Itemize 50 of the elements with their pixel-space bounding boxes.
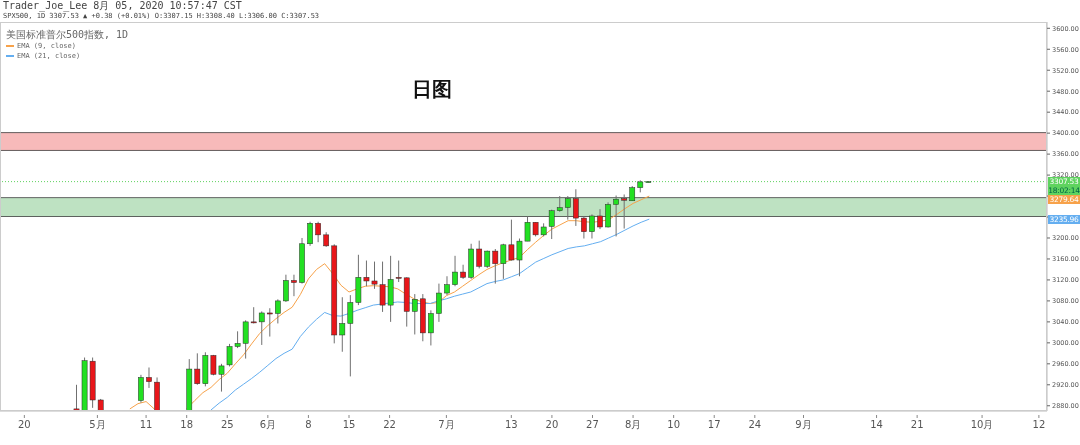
candlestick <box>573 188 579 227</box>
x-tick-label: 14 <box>870 419 883 430</box>
candlestick <box>564 195 571 221</box>
candlestick <box>605 201 611 229</box>
candlestick <box>307 221 313 247</box>
candlestick <box>452 255 458 287</box>
candlestick <box>613 195 619 237</box>
candlestick <box>436 283 442 323</box>
x-tick-label: 22 <box>383 419 396 430</box>
x-tick-label: 24 <box>748 419 762 430</box>
candlestick <box>444 275 450 296</box>
x-tick-label: 20 <box>17 419 31 430</box>
x-tick-label: 6月 <box>259 419 277 430</box>
candlestick <box>146 366 152 389</box>
x-tick-label: 25 <box>220 419 234 430</box>
x-tick-label: 8 <box>305 419 312 430</box>
x-tick-label: 13 <box>504 419 518 430</box>
x-tick-label: 11 <box>139 419 153 430</box>
candlestick <box>291 274 297 297</box>
x-tick-label: 27 <box>586 419 599 430</box>
x-tick-label: 20 <box>545 419 559 430</box>
text: 日图 <box>412 76 452 103</box>
candlestick <box>589 213 595 240</box>
candlestick <box>460 264 466 280</box>
candlestick <box>266 307 273 338</box>
candlestick <box>283 274 289 303</box>
candlestick <box>428 309 434 346</box>
x-tick-label: 21 <box>910 419 924 430</box>
x-tick-label: 15 <box>342 419 356 430</box>
annotation: 美国标准普尔500指数, 1D <box>6 28 129 41</box>
candlestick <box>597 208 603 230</box>
candlestick <box>315 221 321 243</box>
candlestick <box>275 298 281 324</box>
candlestick <box>138 374 144 404</box>
candlestick <box>411 293 418 335</box>
x-tick-label: 12 <box>1032 419 1046 430</box>
x-tick-label: 18 <box>180 419 194 430</box>
x-tick-label: 17 <box>707 419 721 430</box>
candlestick <box>476 240 483 269</box>
candlestick <box>621 193 627 230</box>
text: Trader_Joe_Lee 8月 05, 2020 10:57:47 CST <box>3 0 242 12</box>
x-tick-label: 9月 <box>795 419 812 430</box>
line-series <box>210 218 650 411</box>
candlestick <box>258 310 265 346</box>
candlestick <box>581 215 587 240</box>
x-tick-label: 5月 <box>89 419 106 430</box>
x-tick-label: 7月 <box>438 419 455 430</box>
x-tick-label: 10 <box>667 419 681 430</box>
x-tick-label: 10月 <box>970 419 994 430</box>
x-tick-label: 8月 <box>624 419 642 430</box>
